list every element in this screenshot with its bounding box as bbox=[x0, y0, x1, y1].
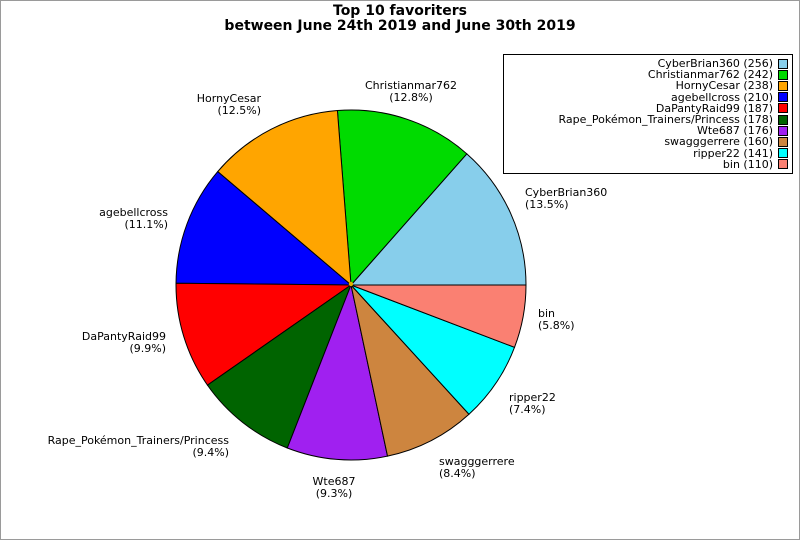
chart-title: Top 10 favoriters between June 24th 2019… bbox=[1, 4, 799, 33]
legend-swatch bbox=[778, 92, 788, 103]
legend-label: bin (110) bbox=[722, 157, 773, 171]
slice-label-name: bin bbox=[538, 307, 556, 320]
legend-row-bin: bin (110) bbox=[506, 157, 788, 171]
slice-label-pct: (12.5%) bbox=[217, 103, 261, 117]
slice-label-pct: (11.1%) bbox=[124, 217, 168, 231]
slice-label-Wte687: Wte687 (9.3%) bbox=[313, 476, 356, 499]
legend-label: DaPantyRaid99 (187) bbox=[655, 101, 773, 115]
pie-slice-Christianmar762 bbox=[336, 109, 468, 287]
slice-label-pct: (9.9%) bbox=[129, 341, 166, 355]
legend-swatch bbox=[778, 148, 788, 159]
legend-swatch bbox=[778, 114, 788, 125]
pie-slice-HornyCesar bbox=[217, 109, 352, 287]
legend-label: CyberBrian360 (256) bbox=[657, 57, 773, 70]
slice-label-Rape_Pokémon_Trainers/Princess: Rape_Pokémon_Trainers/Princess (9.4%) bbox=[48, 435, 229, 458]
slice-label-pct: (8.4%) bbox=[439, 466, 476, 480]
legend-label: Wte687 (176) bbox=[696, 124, 773, 138]
slice-label-ripper22: ripper22 (7.4%) bbox=[509, 392, 556, 415]
legend-label: HornyCesar (238) bbox=[675, 79, 773, 93]
slice-label-Christianmar762: Christianmar762 (12.8%) bbox=[365, 80, 457, 103]
legend-swatch bbox=[778, 159, 788, 170]
legend-row-agebellcross: agebellcross (210) bbox=[506, 90, 788, 104]
slice-label-pct: (5.8%) bbox=[538, 318, 575, 332]
legend-row-Wte687: Wte687 (176) bbox=[506, 125, 788, 136]
slice-label-pct: (7.4%) bbox=[509, 402, 546, 416]
legend-swatch bbox=[778, 69, 788, 80]
chart-title-line2: between June 24th 2019 and June 30th 201… bbox=[224, 17, 576, 34]
legend-label: Christianmar762 (242) bbox=[647, 68, 773, 82]
pie-center-artifact bbox=[348, 281, 354, 287]
pie-slice-swagggerrere bbox=[350, 283, 470, 457]
legend-swatch bbox=[778, 80, 788, 91]
legend-row-Christianmar762: Christianmar762 (242) bbox=[506, 69, 788, 80]
pie-slice-CyberBrian360 bbox=[349, 153, 527, 286]
chart-title-line1: Top 10 favoriters bbox=[333, 3, 467, 19]
slice-label-DaPantyRaid99: DaPantyRaid99 (9.9%) bbox=[82, 331, 166, 354]
slice-label-name: DaPantyRaid99 bbox=[81, 330, 166, 343]
legend-row-swagggerrere: swagggerrere (160) bbox=[506, 135, 788, 149]
legend-row-ripper22: ripper22 (141) bbox=[506, 146, 788, 160]
pie-slice-agebellcross bbox=[175, 170, 353, 286]
slice-label-pct: (12.8%) bbox=[389, 90, 433, 104]
legend-swatch bbox=[778, 125, 788, 136]
slice-label-name: HornyCesar bbox=[196, 92, 261, 105]
slice-label-pct: (9.3%) bbox=[315, 486, 353, 500]
legend-swatch bbox=[778, 103, 788, 114]
slice-label-pct: (9.4%) bbox=[192, 445, 229, 459]
slice-label-name: swagggerrere bbox=[439, 455, 515, 468]
slice-label-name: Wte687 bbox=[312, 475, 356, 488]
legend-label: ripper22 (141) bbox=[693, 146, 773, 160]
slice-label-name: Christianmar762 bbox=[364, 79, 458, 92]
slice-label-CyberBrian360: CyberBrian360 (13.5%) bbox=[525, 187, 607, 210]
pie-slice-Wte687 bbox=[286, 283, 389, 461]
slice-label-agebellcross: agebellcross (11.1%) bbox=[99, 207, 168, 230]
pie-slice-bin bbox=[350, 284, 527, 348]
slice-label-name: agebellcross bbox=[99, 206, 168, 219]
legend-label: agebellcross (210) bbox=[671, 90, 773, 104]
legend-label: Rape_Pokémon_Trainers/Princess (178) bbox=[558, 112, 774, 126]
legend: CyberBrian360 (256) Christianmar762 (242)… bbox=[503, 54, 793, 174]
legend-row-Rape_Pokémon_Trainers/Princess: Rape_Pokémon_Trainers/Princess (178) bbox=[506, 114, 788, 125]
slice-label-name: ripper22 bbox=[509, 391, 556, 404]
slice-label-name: Rape_Pokémon_Trainers/Princess bbox=[47, 434, 229, 447]
slice-label-HornyCesar: HornyCesar (12.5%) bbox=[197, 93, 261, 116]
legend-swatch bbox=[778, 136, 788, 147]
pie-slice-Rape_Pokémon_Trainers/Princess bbox=[206, 283, 353, 449]
slice-label-pct: (13.5%) bbox=[525, 197, 569, 211]
slice-label-name: CyberBrian360 bbox=[525, 186, 608, 199]
slice-label-swagggerrere: swagggerrere (8.4%) bbox=[439, 456, 515, 479]
legend-row-HornyCesar: HornyCesar (238) bbox=[506, 79, 788, 93]
legend-label: swagggerrere (160) bbox=[664, 135, 773, 149]
legend-row-CyberBrian360: CyberBrian360 (256) bbox=[506, 58, 788, 69]
pie-slice-DaPantyRaid99 bbox=[175, 282, 353, 386]
legend-row-DaPantyRaid99: DaPantyRaid99 (187) bbox=[506, 103, 788, 114]
legend-swatch bbox=[778, 58, 788, 69]
slice-label-bin: bin (5.8%) bbox=[538, 308, 575, 331]
